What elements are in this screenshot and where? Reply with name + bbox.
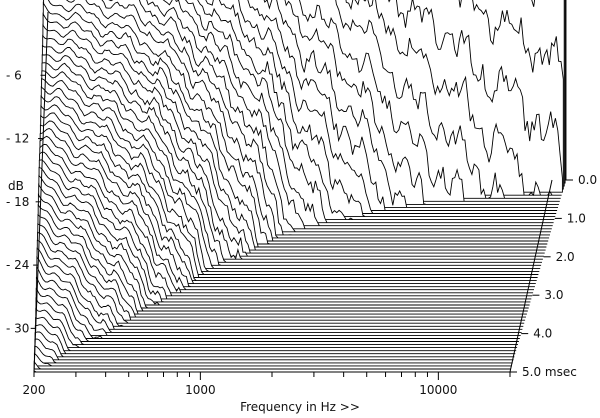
frequency-tick-label: 10000 <box>419 383 457 397</box>
frequency-ticks: 200 1000 10000 <box>23 372 511 397</box>
db-tick-label: - 12 <box>6 132 29 146</box>
time-tick-label: 0.0 <box>578 173 597 187</box>
decay-slice <box>34 324 516 355</box>
y-axis-label: dB <box>8 179 24 193</box>
decay-slice <box>35 307 518 349</box>
decay-slice <box>35 276 520 340</box>
decay-slice <box>34 331 515 358</box>
decay-slice <box>39 120 536 285</box>
time-tick-label: 3.0 <box>544 288 563 302</box>
db-tick-label: - 30 <box>6 321 29 335</box>
decay-slice <box>35 316 517 352</box>
db-ticks: - 6 - 12 - 18 - 24 - 30 <box>6 68 46 335</box>
decay-slice <box>34 338 514 361</box>
axes: 200 1000 10000 - 6 - 12 - 18 - 24 - 30 0.0 1.0 2… <box>6 11 597 397</box>
time-tick-label: 1.0 <box>567 211 586 225</box>
db-axis-line <box>33 11 49 373</box>
x-axis-label: Frequency in Hz >> <box>240 400 360 414</box>
decay-slice <box>35 287 519 342</box>
decay-slice <box>39 128 535 288</box>
frequency-tick-label: 1000 <box>185 383 216 397</box>
db-tick-label: - 18 <box>6 195 29 209</box>
decay-slice <box>33 352 512 367</box>
time-ticks: 0.0 1.0 2.0 3.0 4.0 5.0 msec <box>510 173 597 379</box>
time-tick-label: 5.0 msec <box>522 365 577 379</box>
db-tick-label: - 24 <box>6 258 29 272</box>
db-tick-label: - 6 <box>6 68 22 82</box>
time-tick-label: 2.0 <box>556 250 575 264</box>
decay-slice <box>35 296 518 346</box>
time-axis-line <box>509 179 553 373</box>
decay-slice <box>33 360 511 370</box>
waterfall-slices <box>33 0 567 373</box>
frequency-tick-label: 200 <box>23 383 46 397</box>
decay-slice <box>34 345 513 364</box>
time-tick-label: 4.0 <box>533 327 552 341</box>
